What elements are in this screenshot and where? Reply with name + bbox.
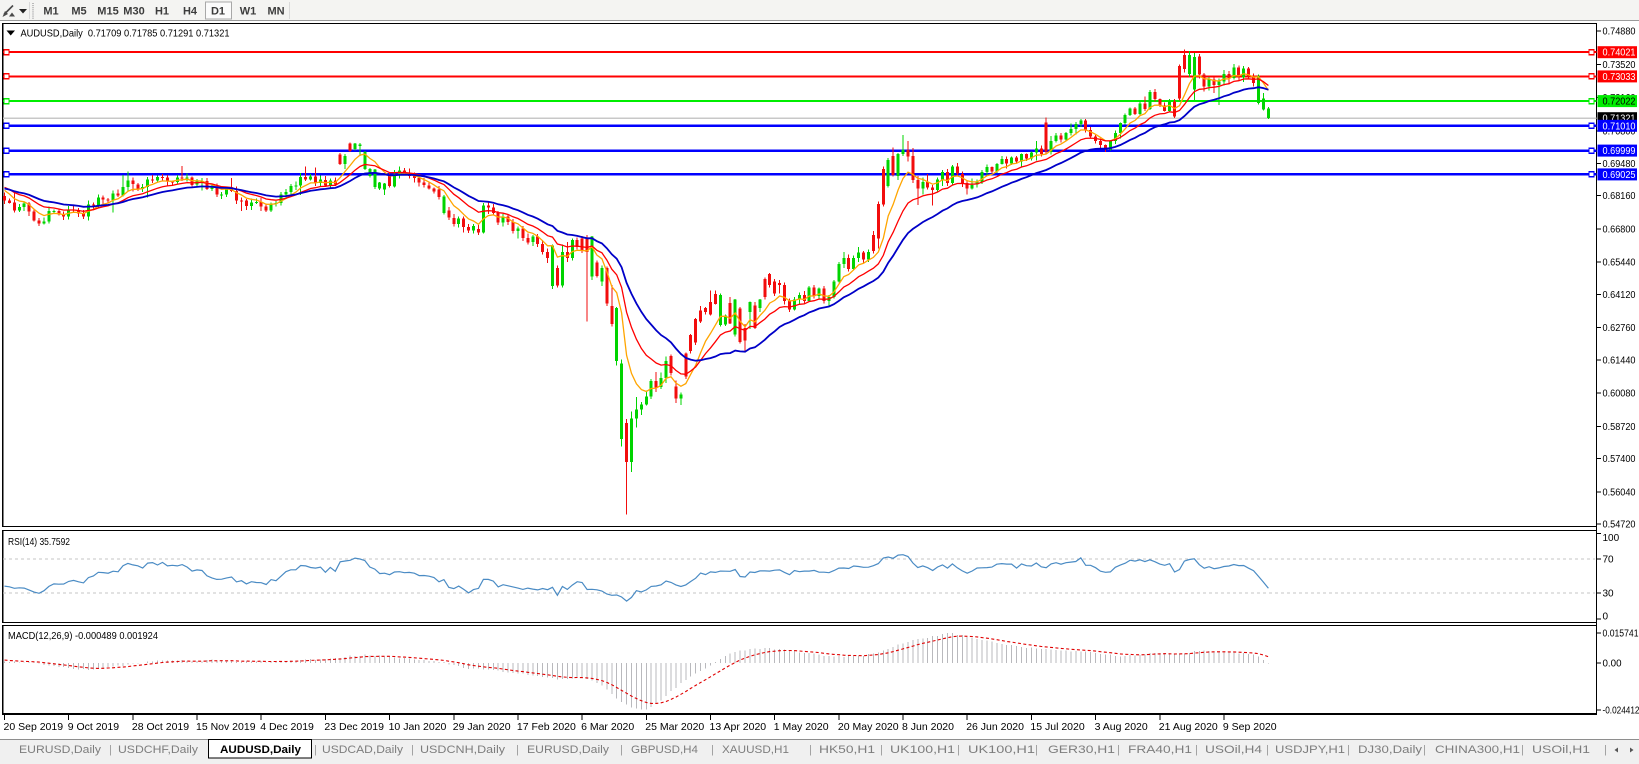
svg-text:100: 100 xyxy=(1603,533,1620,544)
svg-text:|: | xyxy=(516,744,519,756)
svg-text:17 Feb 2020: 17 Feb 2020 xyxy=(517,721,576,733)
svg-text:10 Jan 2020: 10 Jan 2020 xyxy=(389,721,447,733)
svg-text:0.68160: 0.68160 xyxy=(1603,191,1636,202)
svg-text:0.00: 0.00 xyxy=(1603,659,1622,670)
svg-text:GBPUSD,H4: GBPUSD,H4 xyxy=(631,744,698,756)
svg-text:-0.024412: -0.024412 xyxy=(1603,705,1639,716)
svg-text:MN: MN xyxy=(267,6,284,18)
svg-text:13 Apr 2020: 13 Apr 2020 xyxy=(710,721,767,733)
svg-text:USDCHF,Daily: USDCHF,Daily xyxy=(118,744,199,756)
svg-text:0.74021: 0.74021 xyxy=(1603,48,1636,59)
svg-text:XAUUSD,H1: XAUUSD,H1 xyxy=(722,744,789,756)
svg-text:8 Jun 2020: 8 Jun 2020 xyxy=(902,721,954,733)
svg-text:|: | xyxy=(1035,744,1038,756)
svg-text:0.54720: 0.54720 xyxy=(1603,520,1636,531)
svg-text:1 May 2020: 1 May 2020 xyxy=(774,721,829,733)
svg-text:0.73033: 0.73033 xyxy=(1603,72,1636,83)
svg-text:9 Oct 2019: 9 Oct 2019 xyxy=(68,721,120,733)
svg-text:0.60080: 0.60080 xyxy=(1603,389,1636,400)
svg-text:20 May 2020: 20 May 2020 xyxy=(838,721,899,733)
svg-text:0.69480: 0.69480 xyxy=(1603,159,1636,170)
svg-text:M15: M15 xyxy=(97,6,118,18)
svg-text:M1: M1 xyxy=(43,6,58,18)
svg-text:|: | xyxy=(620,744,623,756)
svg-text:USDCNH,Daily: USDCNH,Daily xyxy=(420,744,506,756)
svg-text:0.015741: 0.015741 xyxy=(1603,628,1639,639)
svg-text:|: | xyxy=(809,744,812,756)
svg-text:25 Mar 2020: 25 Mar 2020 xyxy=(645,721,704,733)
svg-text:20 Sep 2019: 20 Sep 2019 xyxy=(4,721,64,733)
svg-text:0.58720: 0.58720 xyxy=(1603,422,1636,433)
svg-text:23 Dec 2019: 23 Dec 2019 xyxy=(324,721,384,733)
svg-text:29 Jan 2020: 29 Jan 2020 xyxy=(453,721,511,733)
svg-text:0.57400: 0.57400 xyxy=(1603,454,1636,465)
svg-text:15 Nov 2019: 15 Nov 2019 xyxy=(196,721,256,733)
svg-text:FRA40,H1: FRA40,H1 xyxy=(1128,744,1192,756)
svg-text:|: | xyxy=(1604,744,1607,756)
svg-text:W1: W1 xyxy=(240,6,257,18)
svg-text:|: | xyxy=(1347,744,1350,756)
svg-text:|: | xyxy=(411,744,414,756)
svg-text:USOil,H1: USOil,H1 xyxy=(1532,744,1590,756)
svg-text:0.64120: 0.64120 xyxy=(1603,290,1636,301)
svg-text:|: | xyxy=(1423,744,1426,756)
svg-text:9 Sep 2020: 9 Sep 2020 xyxy=(1223,721,1277,733)
svg-text:0.65440: 0.65440 xyxy=(1603,258,1636,269)
svg-text:70: 70 xyxy=(1603,555,1615,566)
svg-text:CHINA300,H1: CHINA300,H1 xyxy=(1435,744,1520,756)
svg-text:D1: D1 xyxy=(211,6,225,18)
svg-text:0.66800: 0.66800 xyxy=(1603,224,1636,235)
svg-text:0.72022: 0.72022 xyxy=(1603,97,1636,108)
svg-text:|: | xyxy=(1266,744,1269,756)
svg-text:EURUSD,Daily: EURUSD,Daily xyxy=(19,744,102,756)
svg-text:0.74880: 0.74880 xyxy=(1603,27,1636,38)
svg-text:0.71321: 0.71321 xyxy=(1603,114,1636,125)
svg-text:15 Jul 2020: 15 Jul 2020 xyxy=(1030,721,1084,733)
svg-text:USDJPY,H1: USDJPY,H1 xyxy=(1275,744,1345,756)
svg-text:3 Aug 2020: 3 Aug 2020 xyxy=(1095,721,1148,733)
svg-text:GER30,H1: GER30,H1 xyxy=(1048,744,1115,756)
svg-text:EURUSD,Daily: EURUSD,Daily xyxy=(527,744,610,756)
svg-text:HK50,H1: HK50,H1 xyxy=(819,744,875,756)
svg-text:UK100,H1: UK100,H1 xyxy=(890,744,955,756)
svg-text:0.73520: 0.73520 xyxy=(1603,60,1636,71)
svg-text:0.62760: 0.62760 xyxy=(1603,323,1636,334)
svg-text:|: | xyxy=(1195,744,1198,756)
svg-text:|: | xyxy=(880,744,883,756)
svg-text:DJ30,Daily: DJ30,Daily xyxy=(1358,744,1423,756)
svg-text:M30: M30 xyxy=(123,6,144,18)
svg-text:26 Jun 2020: 26 Jun 2020 xyxy=(966,721,1024,733)
svg-text:MACD(12,26,9) -0.000489 0.0019: MACD(12,26,9) -0.000489 0.001924 xyxy=(8,630,158,642)
svg-text:|: | xyxy=(957,744,960,756)
svg-text:|: | xyxy=(711,744,714,756)
svg-text:21 Aug 2020: 21 Aug 2020 xyxy=(1159,721,1218,733)
svg-text:30: 30 xyxy=(1603,589,1615,600)
svg-text:0.71010: 0.71010 xyxy=(1603,121,1636,132)
svg-text:|: | xyxy=(1521,744,1524,756)
svg-text:0.69999: 0.69999 xyxy=(1603,146,1636,157)
svg-text:4 Dec 2019: 4 Dec 2019 xyxy=(260,721,314,733)
svg-text:|: | xyxy=(314,744,317,756)
svg-text:0.56040: 0.56040 xyxy=(1603,487,1636,498)
svg-text:AUDUSD,Daily 0.71709 0.71785: AUDUSD,Daily 0.71709 0.71785 0.71291 0.7… xyxy=(21,28,230,40)
svg-text:UK100,H1: UK100,H1 xyxy=(968,744,1035,756)
svg-text:28 Oct 2019: 28 Oct 2019 xyxy=(132,721,189,733)
svg-text:M5: M5 xyxy=(71,6,86,18)
svg-text:RSI(14) 35.7592: RSI(14) 35.7592 xyxy=(8,536,70,548)
svg-text:USDCAD,Daily: USDCAD,Daily xyxy=(322,744,404,756)
svg-text:0.61440: 0.61440 xyxy=(1603,355,1636,366)
svg-text:6 Mar 2020: 6 Mar 2020 xyxy=(581,721,634,733)
svg-text:H1: H1 xyxy=(155,6,169,18)
svg-text:|: | xyxy=(109,744,112,756)
svg-text:H4: H4 xyxy=(183,6,198,18)
svg-text:AUDUSD,Daily: AUDUSD,Daily xyxy=(220,744,302,756)
svg-text:|: | xyxy=(1117,744,1120,756)
svg-text:USOil,H4: USOil,H4 xyxy=(1205,744,1262,756)
svg-text:0: 0 xyxy=(1603,611,1609,622)
svg-text:0.69025: 0.69025 xyxy=(1603,170,1636,181)
svg-text:0.70800: 0.70800 xyxy=(1603,127,1636,138)
